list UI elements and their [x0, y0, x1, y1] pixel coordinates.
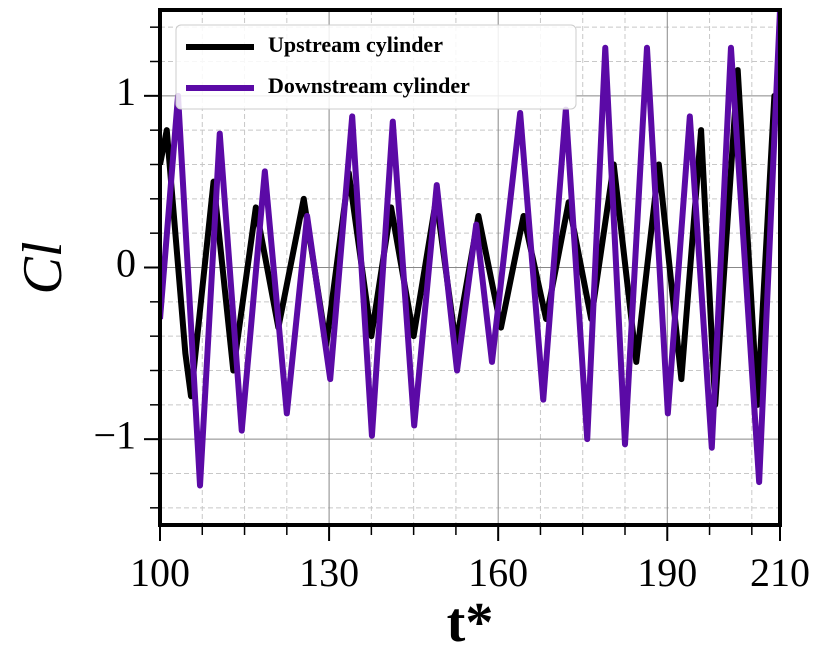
legend-label: Upstream cylinder — [268, 32, 443, 57]
y-tick-label: 1 — [116, 69, 136, 114]
y-tick-label: −1 — [93, 412, 136, 457]
x-tick-label: 100 — [130, 550, 190, 595]
x-tick-label: 160 — [468, 550, 528, 595]
x-tick-label: 210 — [750, 550, 810, 595]
y-axis-label: Cl — [12, 242, 74, 295]
x-axis-label: t* — [447, 592, 494, 654]
x-tick-label: 190 — [637, 550, 697, 595]
legend-label: Downstream cylinder — [268, 73, 470, 98]
x-tick-label: 130 — [299, 550, 359, 595]
legend-box — [175, 24, 577, 110]
series-line — [160, 10, 780, 489]
plot-frame — [158, 8, 782, 527]
y-tick-label: 0 — [116, 241, 136, 286]
